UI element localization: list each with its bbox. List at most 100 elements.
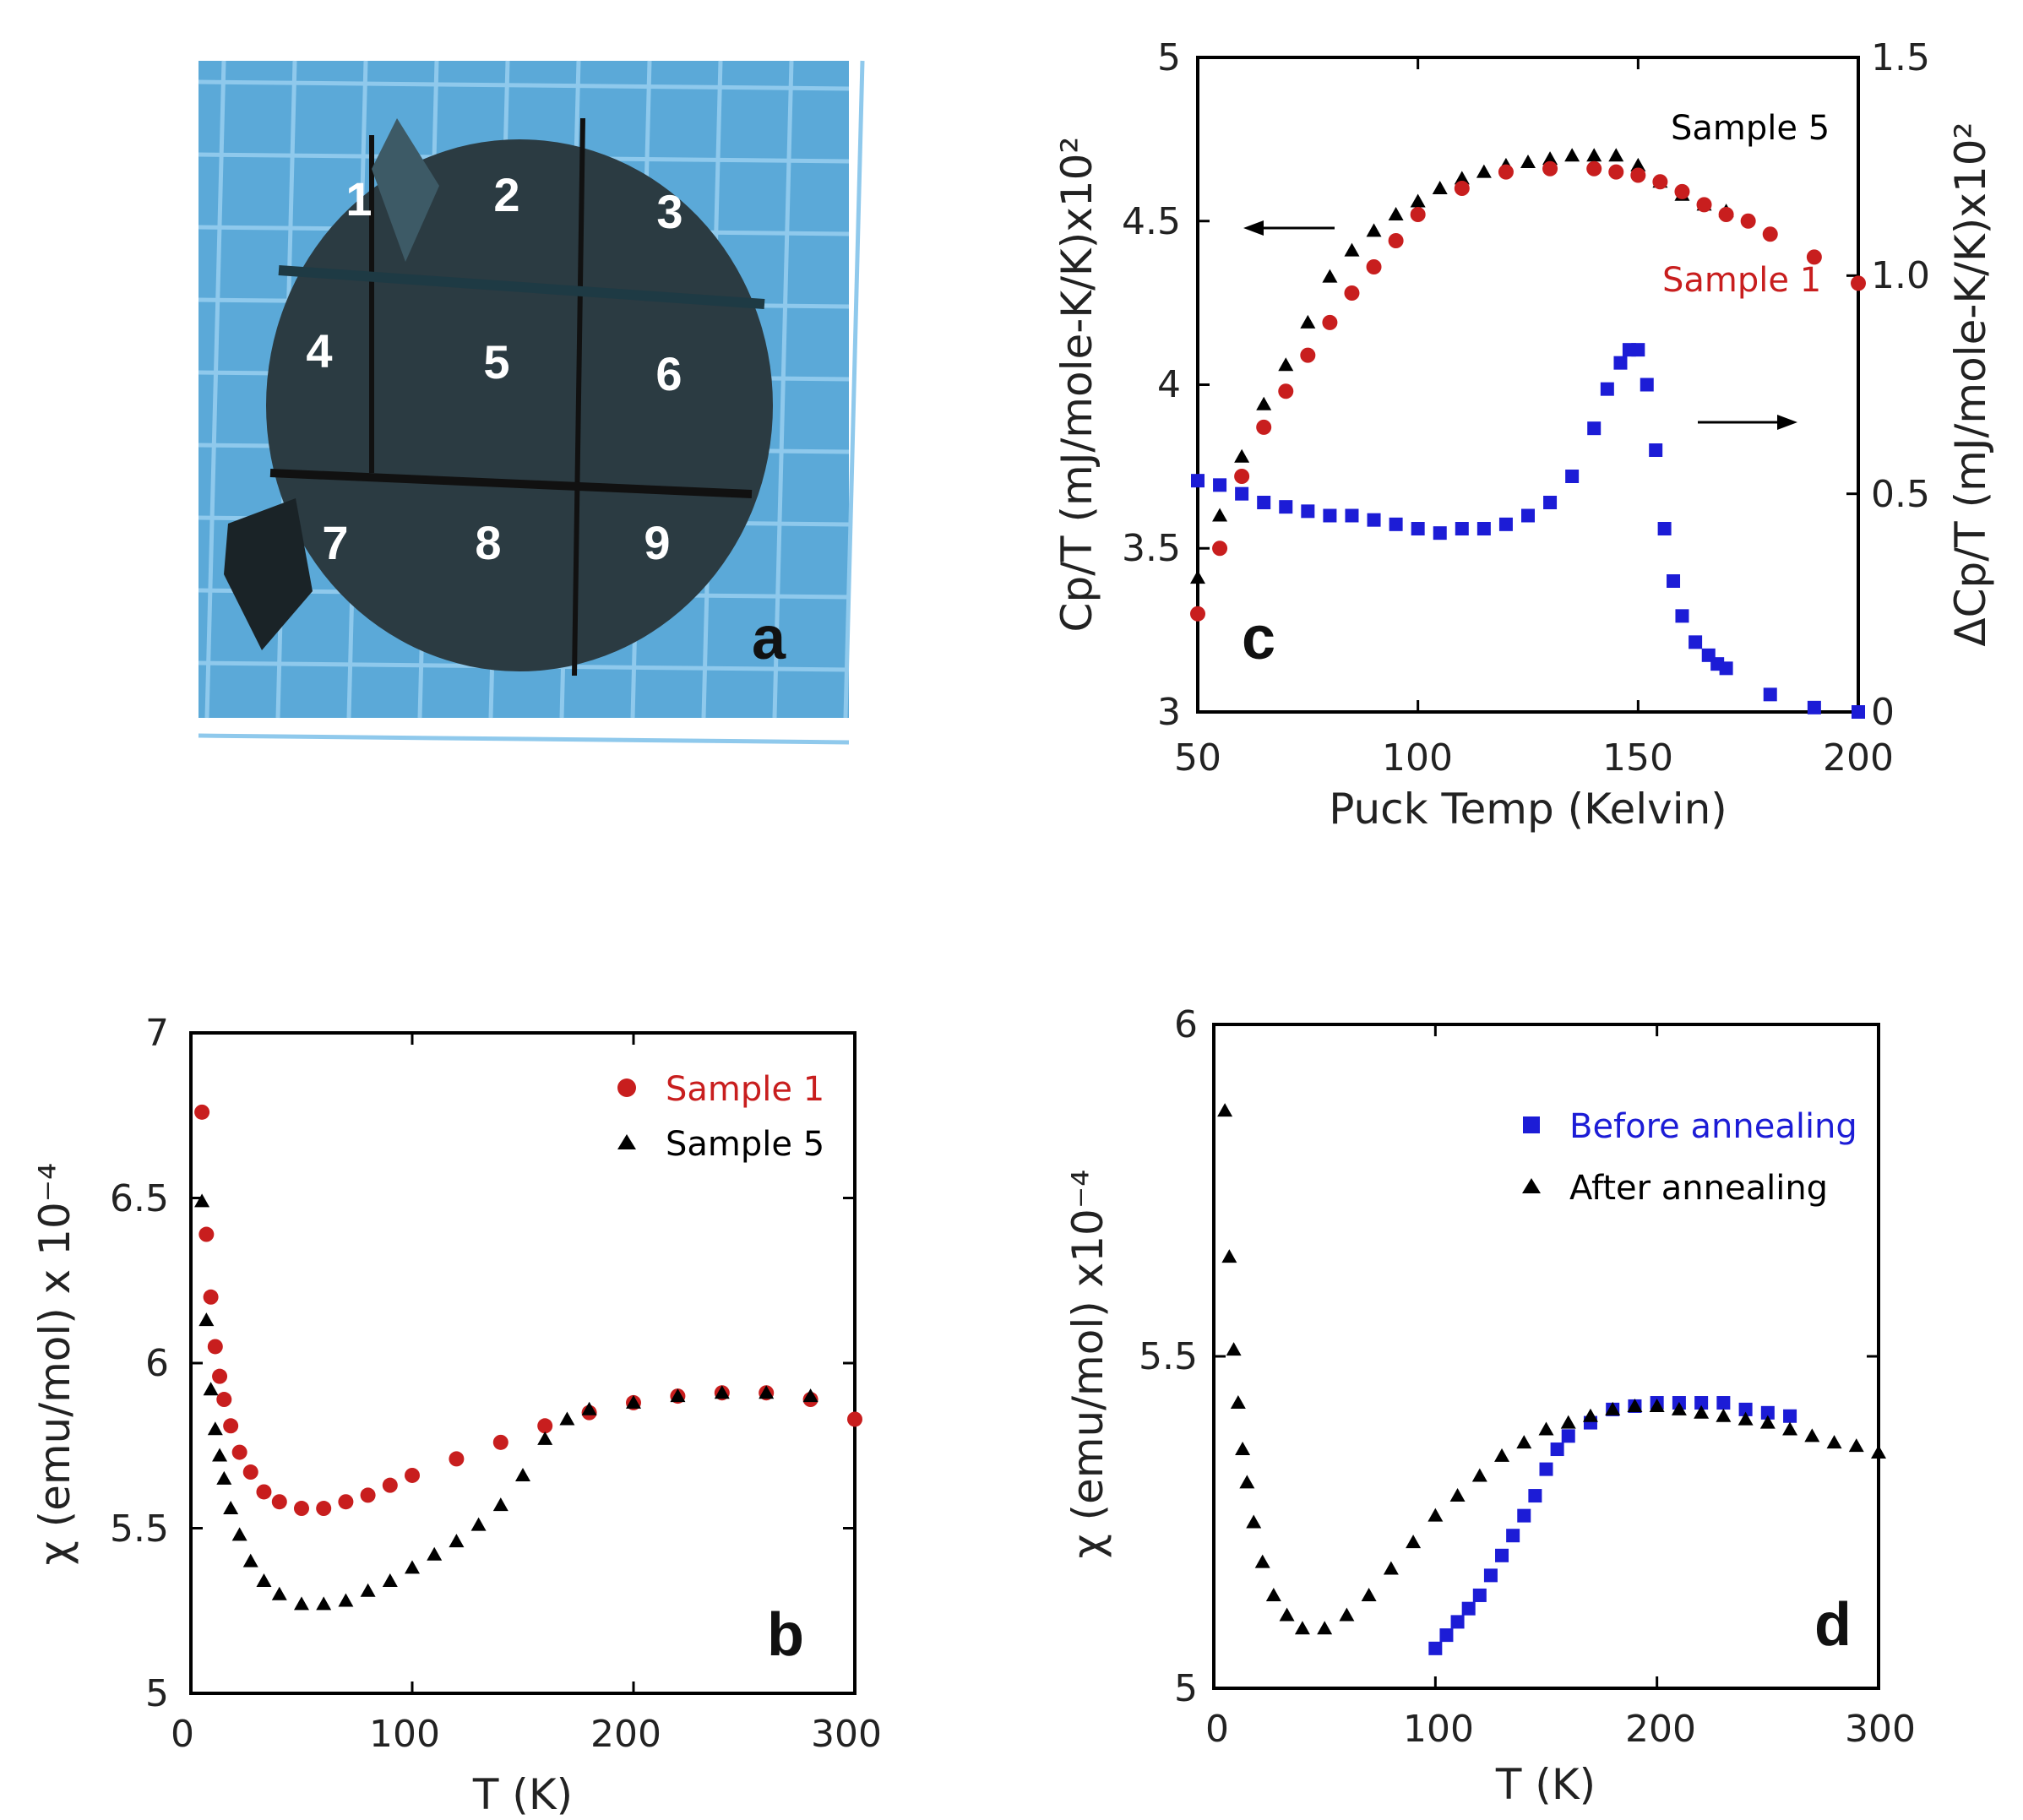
- annotation-sample-5-c: Sample 5: [1671, 109, 1830, 148]
- data-point-triangle: [1759, 1415, 1776, 1429]
- photo-grid-line: [772, 60, 794, 719]
- data-point-triangle: [1516, 1435, 1532, 1449]
- data-point-circle: [1851, 275, 1866, 291]
- legend-marker-sample-5: [617, 1134, 636, 1149]
- legend-label-sample-1: Sample 1: [666, 1070, 824, 1109]
- x-axis-label-d: T (K): [1495, 1760, 1596, 1809]
- data-point-triangle: [1300, 314, 1316, 329]
- photo-grid-line: [198, 79, 850, 91]
- data-point-triangle: [670, 1388, 686, 1403]
- data-marks-c: [1190, 148, 1866, 719]
- data-point-triangle: [203, 1382, 219, 1396]
- chart-panel-d: 0 100 200 300 5 5.5 6 T (K) χ (emu/mol) …: [1063, 1003, 1916, 1809]
- data-point-circle: [1674, 183, 1690, 199]
- sample-disk: [224, 117, 773, 676]
- data-point-square: [1411, 522, 1425, 535]
- data-point-triangle: [1608, 148, 1624, 162]
- x-axis-label-b: T (K): [472, 1770, 573, 1819]
- y-tick-b-6.5: 6.5: [110, 1177, 169, 1220]
- data-point-triangle: [1694, 1404, 1710, 1419]
- data-point-square: [1649, 443, 1663, 457]
- data-point-triangle: [559, 1411, 575, 1426]
- data-point-square: [1279, 500, 1293, 514]
- data-point-triangle: [1388, 207, 1404, 220]
- data-point-square: [1763, 687, 1777, 702]
- data-point-square: [1719, 661, 1733, 676]
- x-tick-d-200: 200: [1625, 1708, 1696, 1751]
- data-point-triangle: [714, 1385, 730, 1399]
- data-point-circle: [256, 1484, 272, 1500]
- data-point-triangle: [316, 1596, 332, 1611]
- y-tick-c-5: 5: [1157, 36, 1181, 79]
- data-point-triangle: [1366, 223, 1382, 237]
- data-point-square: [1528, 1489, 1542, 1503]
- data-point-triangle: [1826, 1435, 1842, 1449]
- data-point-triangle: [1322, 269, 1338, 283]
- photo-grid-line: [204, 60, 226, 719]
- arrow-left-pointer: [1243, 220, 1335, 236]
- data-point-square: [1543, 496, 1558, 509]
- data-point-triangle: [1406, 1535, 1422, 1549]
- data-point-triangle: [515, 1467, 530, 1481]
- data-point-square: [1476, 522, 1491, 535]
- data-point-square: [1600, 382, 1614, 396]
- data-point-triangle: [470, 1517, 487, 1531]
- data-point-square: [1521, 508, 1535, 523]
- y2-tick-c-1.5: 1.5: [1871, 36, 1930, 79]
- y-tick-b-7: 7: [145, 1012, 169, 1055]
- data-point-circle: [1542, 160, 1558, 177]
- data-point-circle: [1608, 164, 1624, 180]
- data-point-circle: [1388, 233, 1404, 248]
- y-tick-b-6: 6: [145, 1342, 169, 1385]
- data-point-triangle: [1410, 193, 1426, 208]
- data-point-square: [1667, 574, 1681, 588]
- data-point-square: [1689, 635, 1703, 649]
- data-point-circle: [223, 1418, 239, 1434]
- y-tick-c-3.5: 3.5: [1122, 527, 1181, 570]
- data-point-square: [1439, 1628, 1454, 1643]
- data-point-triangle: [223, 1501, 239, 1515]
- panel-label-b: b: [767, 1601, 804, 1669]
- piece-number-6: 6: [655, 347, 682, 400]
- data-point-square: [1675, 609, 1689, 623]
- data-point-square: [1495, 1548, 1509, 1562]
- legend-marker-before-annealing: [1523, 1116, 1540, 1133]
- data-point-circle: [1234, 469, 1250, 484]
- data-point-square: [1565, 470, 1580, 483]
- data-point-triangle: [449, 1534, 465, 1548]
- axis-ticks-d: [1212, 1023, 1880, 1690]
- data-point-square: [1389, 517, 1403, 531]
- y-tick-d-5: 5: [1174, 1667, 1198, 1710]
- data-point-circle: [537, 1418, 553, 1434]
- data-point-triangle: [1586, 148, 1602, 162]
- data-point-triangle: [1564, 148, 1580, 162]
- data-point-triangle: [1582, 1408, 1598, 1422]
- data-point-triangle: [1542, 151, 1558, 166]
- piece-number-3: 3: [656, 185, 682, 238]
- data-point-triangle: [1804, 1428, 1820, 1442]
- x-tick-c-150: 150: [1602, 736, 1673, 780]
- data-point-circle: [1454, 181, 1470, 196]
- data-point-square: [1367, 513, 1381, 527]
- y-tick-d-6: 6: [1174, 1003, 1198, 1046]
- data-point-circle: [198, 1226, 215, 1242]
- data-point-circle: [1740, 213, 1756, 229]
- data-point-triangle: [405, 1560, 420, 1574]
- data-point-circle: [1586, 160, 1602, 177]
- data-point-square: [1235, 486, 1249, 501]
- data-point-circle: [1630, 167, 1646, 183]
- y-axis-label-d: χ (emu/mol) x10⁻⁴: [1063, 1170, 1112, 1559]
- data-point-circle: [847, 1411, 862, 1427]
- data-point-square: [1657, 522, 1672, 535]
- panel-label-a: a: [752, 605, 786, 672]
- data-point-triangle: [1560, 1415, 1576, 1429]
- y-tick-c-3: 3: [1157, 691, 1181, 734]
- y-tick-b-5: 5: [145, 1672, 169, 1715]
- data-point-circle: [1762, 226, 1778, 242]
- data-point-triangle: [1234, 448, 1250, 463]
- data-point-circle: [294, 1501, 309, 1517]
- x-tick-b-300: 300: [811, 1713, 882, 1756]
- data-point-square: [1506, 1529, 1520, 1543]
- data-point-square: [1461, 1601, 1476, 1616]
- data-point-triangle: [231, 1527, 247, 1541]
